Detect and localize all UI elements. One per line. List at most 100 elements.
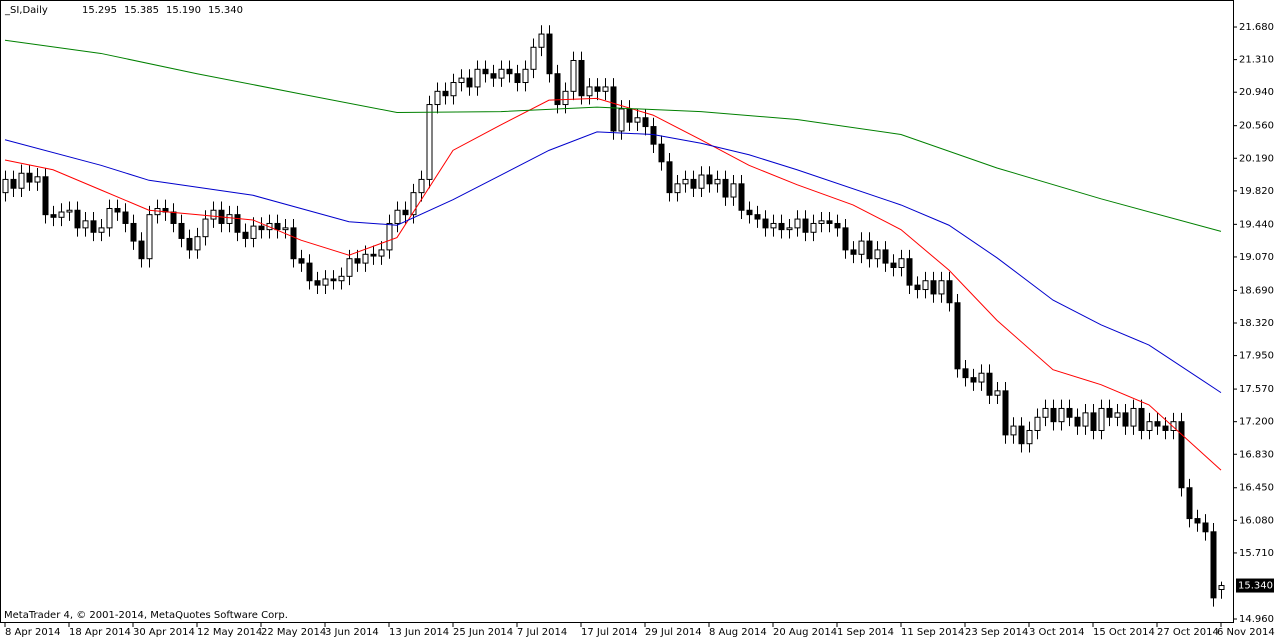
candle-body [1034,416,1041,431]
candle-body [330,278,337,282]
moving-average [4,39,1222,232]
ohlc-label: 15.190 [166,5,201,16]
candle-body [706,174,713,185]
candle-body [1026,429,1033,445]
x-tick-label: 8 Aug 2014 [709,627,767,638]
candle-body [10,178,17,189]
x-tick-label: 1 Sep 2014 [837,627,894,638]
candle-body [194,236,201,251]
candle-body [642,117,649,128]
candle-body [170,211,177,224]
x-tick-label: 27 Oct 2014 [1157,627,1219,638]
candle-body [362,253,369,264]
candle-body [1138,407,1145,431]
candle-body [1146,421,1153,431]
y-tick-label: 20.190 [1239,153,1274,164]
candle-body [978,372,985,383]
candle-body [1186,487,1193,520]
candle-body [138,240,145,260]
x-tick-label: 20 Aug 2014 [773,627,837,638]
candle-body [1050,407,1057,423]
candle-body [418,178,425,194]
candle-body [242,231,249,239]
y-tick-label: 14.960 [1239,614,1274,625]
candle-body [530,46,537,70]
candle-body [322,278,329,286]
candle-body [794,218,801,229]
y-tick-label: 18.690 [1239,285,1274,296]
candle-body [386,222,393,251]
plot-frame [0,0,1234,623]
candle-body [1202,522,1209,533]
candle-body [178,222,185,239]
y-tick-label: 17.570 [1239,384,1274,395]
candle-body [970,377,977,383]
candle-body [818,220,825,224]
candle-body [1154,421,1161,427]
candle-body [1058,407,1065,423]
x-tick-label: 22 May 2014 [261,627,326,638]
x-tick-label: 7 Jul 2014 [517,627,567,638]
footer: MetaTrader 4, © 2001-2014, MetaQuotes So… [4,610,288,621]
candle-body [42,176,49,216]
candle-body [994,390,1001,396]
candle-body [306,262,313,282]
candle-body [842,227,849,251]
candle-body [98,227,105,233]
candle-body [274,222,281,231]
ohlc-label: 15.340 [208,5,243,16]
candle-body [578,59,585,97]
candle-body [314,280,321,286]
candle-body [698,174,705,189]
candle-body [762,218,769,229]
candle-body [282,227,289,231]
candle-body [666,161,673,194]
candle-body [714,178,721,185]
candle-body [114,207,121,213]
candle-body [690,178,697,189]
candle-body [1210,531,1217,599]
candle-body [1018,425,1025,445]
y-tick-label: 15.710 [1239,548,1274,559]
candle-body [82,220,89,229]
y-tick-label: 20.560 [1239,121,1274,132]
candle-body [402,209,409,216]
candle-body [338,275,345,282]
candle-body [946,280,953,304]
candle-body [26,172,33,183]
candle-body [1002,390,1009,436]
candle-body [554,73,561,106]
candle-body [34,176,41,183]
candle-body [682,178,689,185]
candle-body [370,253,377,257]
candle-body [674,183,681,194]
candle-body [458,77,465,84]
candle-body [346,258,353,277]
candle-body [514,73,521,84]
candle-body [258,225,265,231]
candle-body [898,258,905,269]
candle-body [482,68,489,75]
candle-body [546,33,553,75]
y-tick-label: 19.820 [1239,186,1274,197]
y-tick-label: 18.320 [1239,318,1274,329]
candle-body [538,33,545,48]
y-tick-label: 16.450 [1239,483,1274,494]
candle-body [50,214,57,218]
candle-body [882,249,889,264]
candle-body [1178,421,1185,489]
candle-body [1098,407,1105,431]
ohlc-label: 15.385 [124,5,159,16]
x-tick-label: 25 Jun 2014 [453,627,513,638]
x-tick-label: 17 Jul 2014 [581,627,638,638]
candle-body [378,249,385,257]
y-tick-label: 17.950 [1239,351,1274,362]
moving-average [4,131,1222,394]
candle-body [66,209,73,213]
candle-body [234,214,241,233]
x-tick-label: 12 May 2014 [197,627,262,638]
candle-body [778,222,785,231]
candle-body [298,258,305,264]
x-tick-label: 3 Oct 2014 [1029,627,1084,638]
price-tag-label: 15.340 [1238,581,1273,592]
